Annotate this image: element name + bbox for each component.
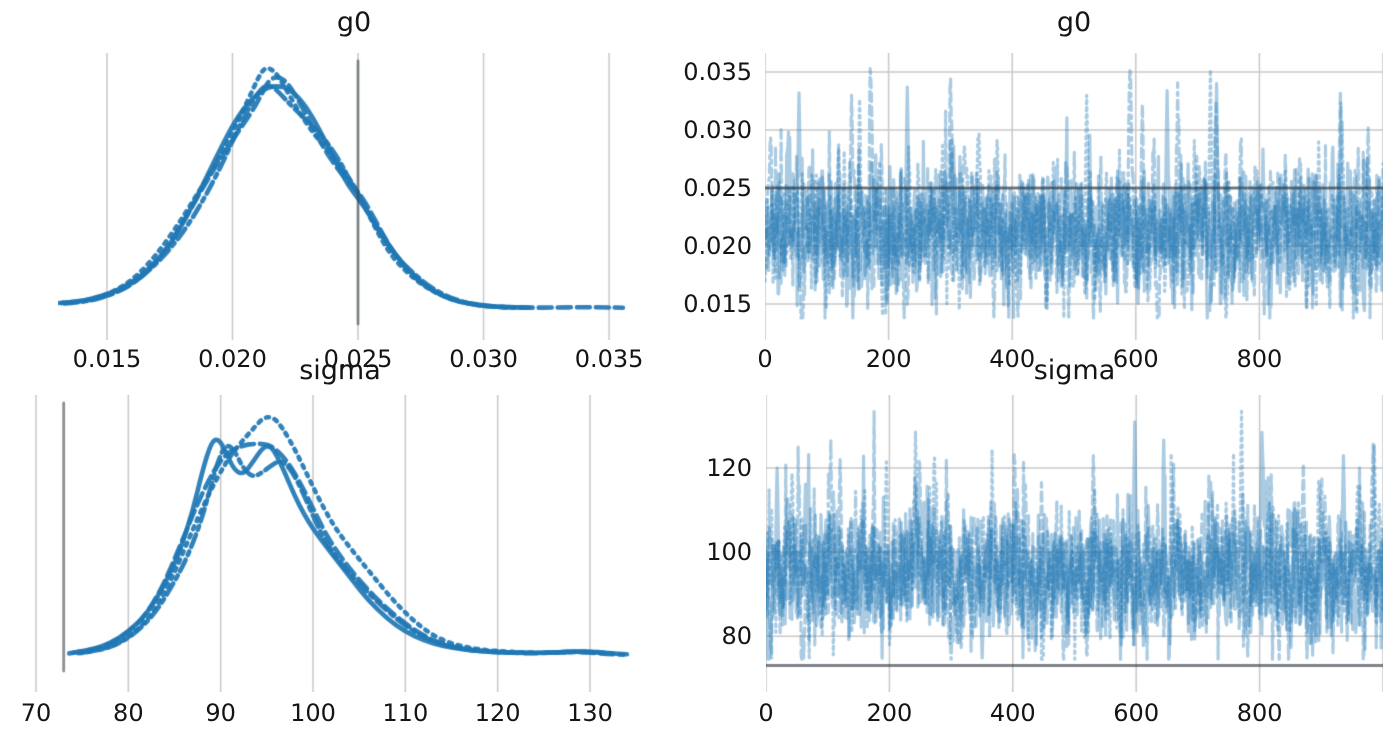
- x-tick-label: 0.030: [449, 345, 518, 373]
- y-tick-label: 0.025: [683, 174, 752, 203]
- density-plot-canvas-g0: [58, 53, 650, 340]
- y-tick-label: 0.020: [683, 232, 752, 261]
- x-tick-label: 0.025: [323, 345, 393, 373]
- x-tick-label: 0.020: [198, 345, 267, 373]
- x-tick-label: 400: [989, 699, 1036, 727]
- x-tick-label: 70: [20, 699, 52, 727]
- x-tick-label: 80: [113, 699, 144, 727]
- x-tick-label: 90: [205, 699, 236, 727]
- x-tick-label: 130: [567, 699, 613, 727]
- trace-plot-canvas-g0: [765, 53, 1383, 340]
- y-tick-label: 80: [721, 622, 752, 651]
- x-tick-label: 110: [382, 699, 429, 727]
- x-tick-label: 120: [474, 699, 521, 727]
- x-tick-label: 400: [989, 345, 1036, 373]
- y-tick-label: 0.015: [683, 290, 752, 319]
- x-tick-label: 200: [866, 699, 913, 727]
- x-tick-label: 600: [1112, 345, 1159, 373]
- y-tick-label: 120: [706, 454, 752, 483]
- x-tick-label: 600: [1113, 699, 1160, 727]
- y-tick-label: 0.035: [683, 58, 752, 87]
- x-tick-label: 0.015: [72, 345, 142, 373]
- panel-title-g0-trace: g0: [1056, 7, 1092, 38]
- y-tick-label: 100: [706, 538, 752, 567]
- trace-plot-canvas-sigma: [766, 395, 1383, 692]
- x-tick-label: 0.035: [574, 345, 644, 373]
- y-tick-label: 0.030: [683, 116, 752, 145]
- x-tick-label: 800: [1236, 345, 1283, 373]
- x-tick-label: 200: [865, 345, 912, 373]
- density-plot-canvas-sigma: [30, 395, 650, 692]
- x-tick-label: 0: [758, 699, 774, 727]
- panel-title-g0-density: g0: [336, 7, 372, 38]
- x-tick-label: 100: [290, 699, 336, 727]
- x-tick-label: 0: [757, 345, 773, 373]
- panel-title-sigma-density: sigma: [299, 355, 381, 386]
- x-tick-label: 800: [1236, 699, 1283, 727]
- panel-title-sigma-trace: sigma: [1033, 355, 1116, 386]
